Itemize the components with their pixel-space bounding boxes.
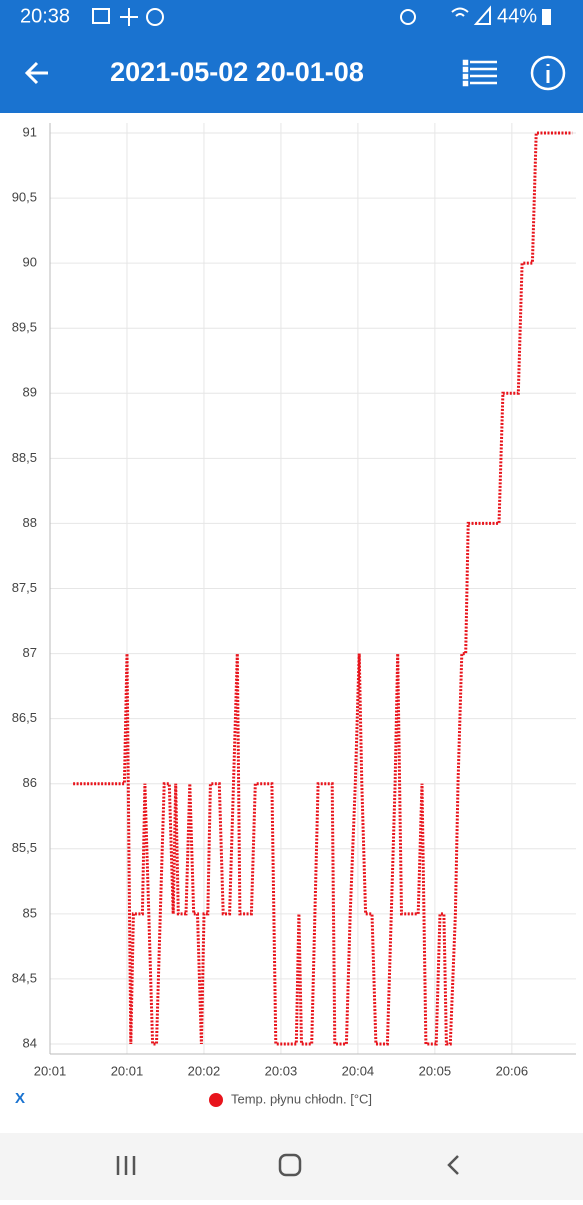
x-tick-label: 20:05 [419,1063,452,1078]
y-tick-label: 88 [23,515,37,530]
y-tick-label: 90 [23,255,37,270]
x-tick-label: 20:03 [265,1063,298,1078]
back-button[interactable] [24,61,48,85]
y-tick-label: 89 [23,385,37,400]
y-tick-label: 90,5 [12,190,37,205]
y-tick-label: 85,5 [12,840,37,855]
y-tick-label: 87,5 [12,580,37,595]
y-tick-label: 91 [23,124,37,139]
screen-title: 2021-05-02 20-01-08 [110,57,364,87]
y-tick-label: 89,5 [12,320,37,335]
recents-button[interactable] [116,1156,136,1175]
home-button[interactable] [278,1153,302,1177]
y-tick-label: 86,5 [12,710,37,725]
y-tick-label: 88,5 [12,450,37,465]
back-nav-button[interactable] [447,1155,459,1175]
x-axis-name: X [15,1090,25,1107]
info-button[interactable] [530,55,566,91]
x-tick-label: 20:06 [496,1063,529,1078]
x-tick-label: 20:01 [111,1063,144,1078]
x-tick-label: 20:04 [342,1063,375,1078]
y-tick-label: 84 [23,1035,37,1050]
nav-bar [0,1133,583,1200]
status-icons [92,5,491,26]
legend-marker [209,1093,223,1107]
x-tick-label: 20:02 [188,1063,221,1078]
y-tick-label: 85 [23,905,37,920]
battery-level: 44% [497,5,537,27]
data-line [73,131,573,1046]
legend-label: Temp. płynu chłodn. [°C] [231,1091,372,1106]
list-button[interactable] [462,59,497,87]
clock: 20:38 [20,5,70,27]
y-tick-label: 86 [23,775,37,790]
battery-icon [542,9,551,25]
y-tick-label: 87 [23,645,37,660]
header-bg [0,0,583,113]
chart: 84 84,5 85 85,5 86 86,5 87 87,5 88 88,5 89 89,5 90 90… [12,123,576,1078]
x-tick-label: 20:01 [34,1063,67,1078]
y-tick-label: 84,5 [12,970,37,985]
